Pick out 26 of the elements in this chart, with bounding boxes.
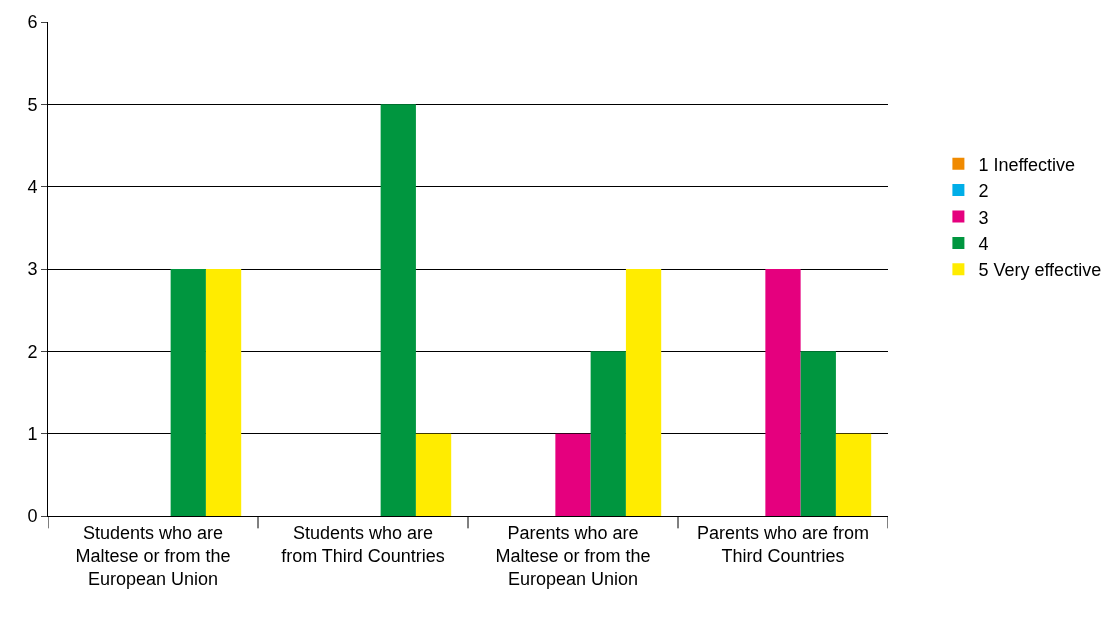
y-tick-label: 0 — [27, 506, 38, 527]
legend-label: 5 Very effective — [978, 260, 1102, 281]
bar — [555, 433, 591, 516]
y-tick-label: 3 — [27, 259, 38, 280]
bar — [800, 351, 836, 516]
bar — [415, 433, 452, 516]
legend-label: 1 Ineffective — [978, 154, 1076, 175]
y-tick-label: 1 — [27, 423, 38, 444]
legend-label: 2 — [978, 181, 989, 202]
x-tick-label: Parents who are from Third Countries — [696, 522, 870, 566]
bar — [590, 351, 626, 516]
bar — [625, 269, 662, 516]
bar — [205, 269, 242, 516]
x-tick-label: Parents who are Maltese or from the European Union — [495, 522, 651, 590]
x-tick-label: Students who are from Third Countries — [281, 522, 445, 566]
bar — [380, 104, 416, 516]
legend-label: 4 — [978, 233, 989, 254]
bar — [170, 269, 206, 516]
x-tick-label: Students who are Maltese or from the European Union — [75, 522, 231, 590]
y-tick-label: 4 — [27, 176, 38, 197]
bar — [835, 433, 872, 516]
y-tick-label: 5 — [27, 94, 38, 115]
legend-label: 3 — [978, 207, 989, 228]
y-tick-label: 2 — [27, 341, 38, 362]
bar — [765, 269, 801, 516]
y-tick-label: 6 — [27, 12, 38, 33]
